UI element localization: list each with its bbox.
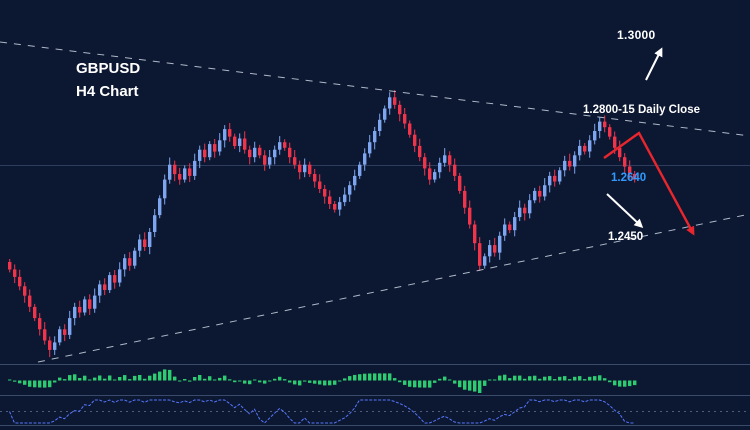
annotations-layer [0, 41, 750, 363]
red-projection-path [603, 131, 695, 236]
target-low-label: 1.2450 [608, 231, 644, 243]
histogram-layer [8, 369, 637, 393]
target-high-label: 1.3000 [617, 28, 656, 42]
chart-title-timeframe: H4 Chart [76, 83, 139, 100]
up-arrow-to-13000 [645, 47, 663, 81]
chart-title: GBPUSD H4 Chart [76, 57, 140, 103]
oscillator-layer [0, 399, 750, 424]
current-price-label: 1.2640 [611, 172, 647, 184]
chart-title-symbol: GBPUSD [76, 60, 141, 77]
down-arrow-to-12450 [606, 193, 644, 229]
candles-layer [8, 90, 637, 358]
ascending-trendline [37, 213, 750, 363]
gridlines [0, 165, 750, 426]
daily-close-label: 1.2800-15 Daily Close [583, 104, 700, 116]
